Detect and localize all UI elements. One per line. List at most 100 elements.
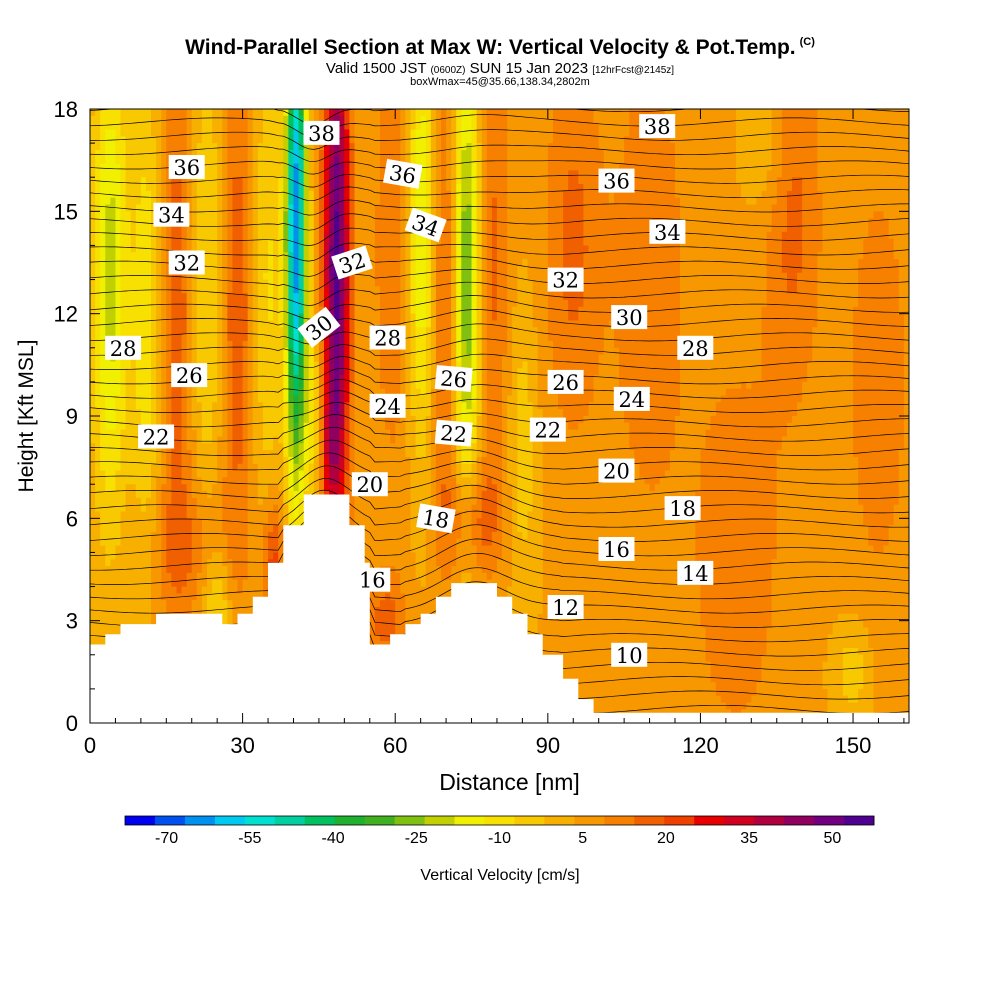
contour-label-text: 24 [374, 395, 401, 419]
colorbar-swatch [274, 816, 306, 825]
contour-label: 28 [677, 335, 714, 361]
isentrope-line [90, 529, 909, 585]
colorbar-swatch [664, 816, 695, 825]
colorbar-swatch [304, 816, 336, 825]
chart-title: Wind-Parallel Section at Max W: Vertical… [0, 36, 1000, 60]
contour-label: 26 [171, 363, 208, 388]
contour-label: 32 [168, 250, 205, 276]
terrain-mask [90, 494, 909, 723]
contour-label-text: 34 [158, 204, 185, 228]
colorbar-frame [124, 815, 875, 826]
contour-label: 20 [598, 458, 635, 484]
colorbar-swatch [724, 816, 755, 825]
contour-label: 26 [434, 364, 473, 393]
x-tick-label: 120 [682, 733, 719, 758]
colorbar-swatch [814, 816, 845, 825]
valid-date: SUN 15 Jan 2023 [469, 60, 589, 77]
colorbar-tick-label: -55 [238, 830, 261, 847]
contour-label-text: 38 [308, 122, 335, 146]
contour-label-text: 16 [359, 569, 386, 593]
colorbar-tick-label: 5 [578, 830, 587, 847]
colorbar-swatch [424, 816, 455, 825]
contour-label-text: 36 [387, 161, 417, 189]
contour-label: 18 [416, 503, 456, 533]
colorbar-swatch [574, 816, 605, 825]
colorbar-swatch [484, 816, 515, 825]
colorbar-tick-label: -25 [405, 830, 428, 847]
contour-label: 36 [168, 155, 205, 180]
contour-label-text: 12 [552, 596, 579, 620]
isentrope-line [90, 199, 909, 216]
colorbar-swatch [454, 816, 485, 825]
contour-label-text: 38 [644, 115, 671, 139]
contour-label: 26 [547, 369, 584, 395]
contour-label: 24 [613, 386, 650, 412]
isentrope-line [90, 452, 909, 485]
isentrope-line [90, 114, 909, 138]
contour-label-text: 26 [176, 364, 203, 388]
colorbar-swatch [154, 816, 186, 825]
isentrope-line [90, 338, 909, 357]
colorbar-tick-label: 20 [657, 830, 675, 847]
isentrope-line [90, 510, 909, 557]
contour-label-text: 28 [110, 337, 137, 361]
y-tick-label: 9 [66, 404, 78, 429]
isentrope-line [90, 489, 909, 528]
contour-labels: 38 36 36 34 34 32 32 30 28 28 26 26 24 22 22 20 18 16 38 36… [105, 114, 714, 668]
colorbar-swatch [334, 816, 366, 825]
isentrope-line [90, 538, 909, 600]
isentrope-lines [90, 109, 909, 714]
contour-label: 38 [303, 120, 340, 146]
contour-label: 34 [649, 219, 686, 245]
isentrope-line [90, 426, 909, 456]
contour-label-text: 26 [439, 366, 468, 392]
colorbar-tick-label: 35 [740, 830, 758, 847]
isentrope-line [90, 242, 909, 262]
isentrope-line [90, 439, 909, 471]
isentrope-line [90, 378, 909, 399]
colorbar-swatch [694, 816, 725, 825]
contour-label-text: 32 [173, 252, 200, 276]
contour-label-text: 20 [603, 460, 630, 484]
y-tick-label: 6 [66, 506, 78, 531]
isentrope-line [90, 129, 909, 150]
colorbar-swatch [634, 816, 665, 825]
contour-label: 32 [331, 245, 373, 280]
contour-label: 30 [611, 305, 648, 330]
isentrope-line [90, 295, 909, 320]
contour-label: 38 [639, 114, 676, 139]
title-text: Wind-Parallel Section at Max W: Vertical… [185, 36, 796, 59]
contour-label: 36 [382, 158, 423, 189]
contour-label: 20 [351, 472, 388, 497]
contour-label-text: 24 [618, 388, 645, 412]
colorbar: -70 -55 -40 -25 -10 5 20 35 50 Vertical Velocity … [124, 815, 875, 884]
colorbar-tick-label: -70 [155, 830, 178, 847]
isentrope-line [90, 547, 909, 614]
x-tick-label: 0 [84, 733, 96, 758]
colorbar-swatch [244, 816, 276, 825]
colorbar-swatch [394, 816, 425, 825]
contour-label-text: 26 [552, 371, 579, 395]
isentrope-line [90, 414, 909, 442]
valid-main: Valid 1500 JST [325, 60, 427, 77]
isentrope-line [90, 390, 909, 413]
y-tick-label: 18 [54, 97, 78, 122]
copyright-mark: (C) [799, 36, 815, 48]
contour-label: 22 [434, 419, 473, 447]
contour-label: 28 [105, 335, 142, 361]
contour-label-text: 28 [374, 327, 401, 351]
x-axis-label: Distance [nm] [439, 769, 580, 795]
contour-label-text: 22 [534, 419, 561, 443]
contour-label-text: 18 [669, 497, 696, 521]
colorbar-tick-label: -40 [321, 830, 344, 847]
isentrope-line [90, 478, 909, 514]
isentrope-line [90, 186, 909, 202]
isentrope-line [90, 144, 909, 163]
box-info: boxWmax=45@35.66,138.34,2802m [410, 76, 590, 88]
isentrope-line [90, 268, 909, 292]
contour-label-text: 36 [173, 156, 200, 180]
isentrope-line [90, 520, 909, 571]
contour-label-text: 22 [143, 426, 170, 450]
isentrope-line [90, 213, 909, 231]
